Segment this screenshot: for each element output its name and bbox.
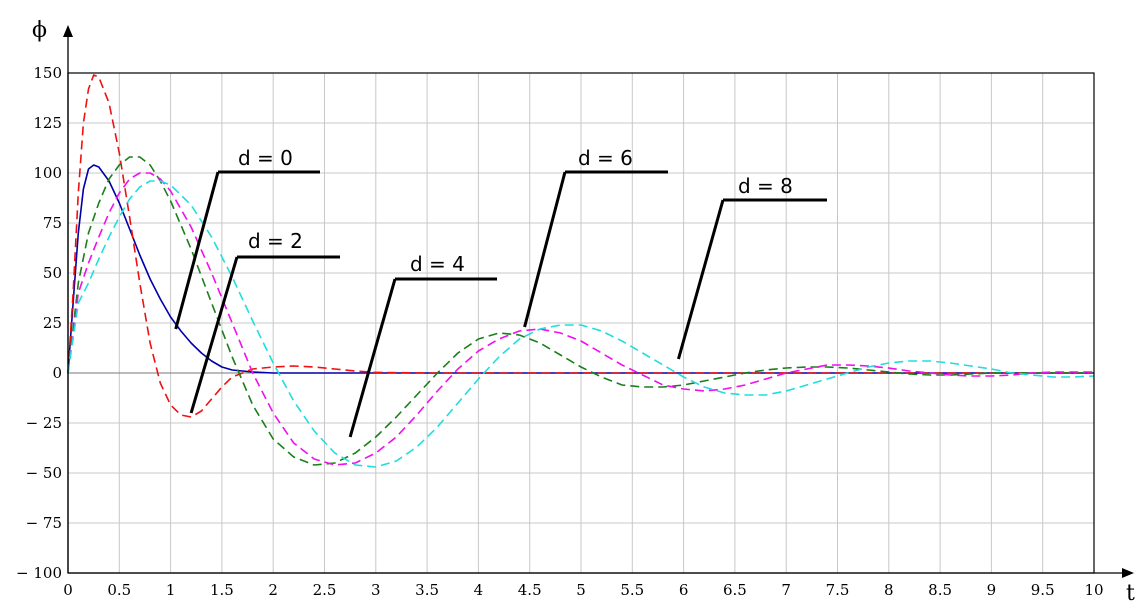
y-tick-label: − 100 [16, 564, 62, 582]
y-tick-label: 125 [33, 114, 62, 132]
annotation-label: d = 6 [578, 146, 633, 170]
x-tick-label: 3 [371, 581, 381, 599]
series-line-1 [67, 74, 1094, 418]
y-tick-label: 75 [43, 214, 62, 232]
annotation-leader-line [523, 171, 567, 328]
y-tick-label: − 25 [26, 414, 62, 432]
y-tick-label: − 50 [26, 464, 62, 482]
y-tick-label: 0 [52, 364, 62, 382]
annotation: d = 6 [523, 146, 668, 328]
x-tick-label: 1 [166, 581, 176, 599]
x-tick-label: 3.5 [415, 581, 439, 599]
annotation: d = 4 [348, 252, 497, 438]
x-tick-label: 7 [781, 581, 791, 599]
annotation-leader-line [348, 278, 397, 438]
x-tick-label: 8.5 [928, 581, 952, 599]
annotation-leader-line [677, 199, 725, 360]
series-line-4 [67, 180, 1095, 468]
x-tick-label: 10 [1084, 581, 1103, 599]
x-axis-label: t [1126, 581, 1135, 605]
y-tick-label: 150 [33, 64, 62, 82]
annotation: d = 2 [189, 229, 340, 414]
x-tick-label: 4 [474, 581, 484, 599]
x-tick-label: 0.5 [107, 581, 131, 599]
annotation-label: d = 2 [248, 229, 303, 253]
x-tick-label: 5.5 [620, 581, 644, 599]
y-tick-label: 25 [43, 314, 62, 332]
y-tick-labels: 150 125 100 75 50 25 0 − 25 − 50 − 75 − 100 [16, 64, 62, 582]
x-tick-label: 4.5 [518, 581, 542, 599]
annotation: d = 0 [174, 146, 320, 330]
y-tick-label: 50 [43, 264, 62, 282]
x-tick-label: 2 [268, 581, 278, 599]
x-tick-label: 7.5 [826, 581, 850, 599]
x-tick-labels: 0 0.5 1 1.5 2 2.5 3 3.5 4 4.5 5 5.5 6 6.5 7 7.5 8 8.5 9 9.5… [63, 581, 1103, 599]
annotation-leader-line [189, 256, 239, 414]
y-axis-arrow [63, 25, 73, 37]
series-group [67, 74, 1095, 468]
x-tick-label: 2.5 [313, 581, 337, 599]
x-tick-label: 1.5 [210, 581, 234, 599]
y-axis-label: ϕ [32, 18, 47, 43]
annotation-label: d = 0 [238, 146, 293, 170]
y-tick-label: − 75 [26, 514, 62, 532]
annotation-leader-line [174, 171, 220, 330]
annotation: d = 8 [677, 174, 827, 360]
x-tick-label: 9.5 [1031, 581, 1055, 599]
x-axis-arrow [1122, 568, 1134, 578]
annotation-label: d = 4 [410, 252, 465, 276]
axes-group [63, 25, 1134, 578]
x-tick-label: 8 [884, 581, 894, 599]
x-tick-label: 6 [679, 581, 689, 599]
x-tick-label: 6.5 [723, 581, 747, 599]
annotations-group: d = 0 d = 2 d = 4 d = 6 d = 8 [174, 146, 827, 438]
series-line-0 [67, 164, 1094, 374]
x-tick-label: 9 [987, 581, 997, 599]
y-tick-label: 100 [33, 164, 62, 182]
series-line-3 [67, 172, 1094, 466]
annotation-label: d = 8 [738, 174, 793, 198]
x-tick-label: 0 [63, 581, 73, 599]
x-tick-label: 5 [576, 581, 586, 599]
